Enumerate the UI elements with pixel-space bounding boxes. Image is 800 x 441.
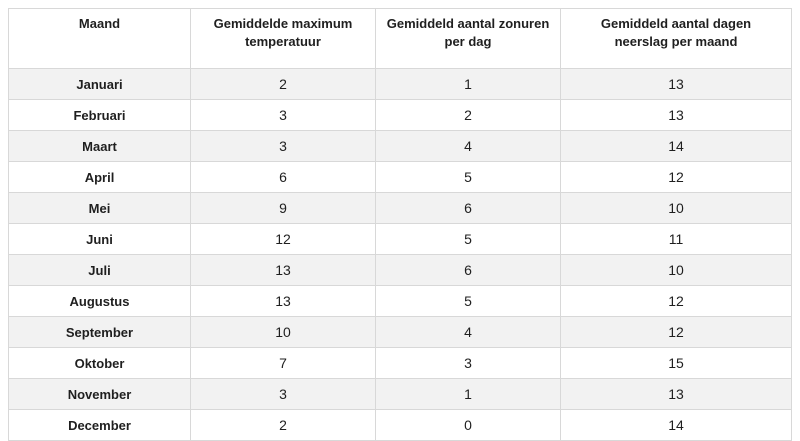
document-page: Maand Gemiddelde maximum temperatuur Gem… bbox=[8, 8, 792, 441]
temp-cell: 9 bbox=[190, 192, 376, 224]
rain-days-cell: 14 bbox=[560, 130, 792, 162]
table-row: Oktober 7 3 15 bbox=[8, 347, 792, 379]
temp-cell: 2 bbox=[190, 409, 376, 441]
rain-days-cell: 10 bbox=[560, 192, 792, 224]
rain-days-cell: 12 bbox=[560, 285, 792, 317]
temp-cell: 13 bbox=[190, 285, 376, 317]
month-cell: Januari bbox=[8, 68, 191, 100]
sun-hours-cell: 3 bbox=[375, 347, 561, 379]
month-cell: Maart bbox=[8, 130, 191, 162]
column-header-label: Gemiddeld aantal dagen neerslag per maan… bbox=[600, 16, 752, 50]
rain-days-cell: 13 bbox=[560, 68, 792, 100]
sun-hours-cell: 2 bbox=[375, 99, 561, 131]
month-cell: Juli bbox=[8, 254, 191, 286]
table-row: December 2 0 14 bbox=[8, 409, 792, 441]
rain-days-cell: 14 bbox=[560, 409, 792, 441]
column-header-neerslag: Gemiddeld aantal dagen neerslag per maan… bbox=[560, 8, 792, 69]
sun-hours-cell: 4 bbox=[375, 130, 561, 162]
rain-days-cell: 15 bbox=[560, 347, 792, 379]
sun-hours-cell: 6 bbox=[375, 254, 561, 286]
month-cell: April bbox=[8, 161, 191, 193]
table-body: Januari 2 1 13 Februari 3 2 13 Maart 3 4 14 April 6 5 1… bbox=[8, 68, 792, 441]
temp-cell: 12 bbox=[190, 223, 376, 255]
table-row: September 10 4 12 bbox=[8, 316, 792, 348]
sun-hours-cell: 5 bbox=[375, 285, 561, 317]
temp-cell: 3 bbox=[190, 99, 376, 131]
sun-hours-cell: 5 bbox=[375, 223, 561, 255]
temp-cell: 6 bbox=[190, 161, 376, 193]
temp-cell: 3 bbox=[190, 130, 376, 162]
rain-days-cell: 12 bbox=[560, 161, 792, 193]
table-row: November 3 1 13 bbox=[8, 378, 792, 410]
column-header-maand: Maand bbox=[8, 8, 191, 69]
column-header-zonuren: Gemiddeld aantal zonuren per dag bbox=[375, 8, 561, 69]
sun-hours-cell: 0 bbox=[375, 409, 561, 441]
table-row: Januari 2 1 13 bbox=[8, 68, 792, 100]
weather-table: Maand Gemiddelde maximum temperatuur Gem… bbox=[8, 8, 792, 441]
temp-cell: 3 bbox=[190, 378, 376, 410]
column-header-max-temperatuur: Gemiddelde maximum temperatuur bbox=[190, 8, 376, 69]
column-header-label: Gemiddeld aantal zonuren per dag bbox=[386, 16, 550, 50]
rain-days-cell: 13 bbox=[560, 99, 792, 131]
table-row: Februari 3 2 13 bbox=[8, 99, 792, 131]
temp-cell: 2 bbox=[190, 68, 376, 100]
rain-days-cell: 11 bbox=[560, 223, 792, 255]
table-row: Juli 13 6 10 bbox=[8, 254, 792, 286]
column-header-label: Gemiddelde maximum temperatuur bbox=[213, 16, 353, 50]
sun-hours-cell: 6 bbox=[375, 192, 561, 224]
month-cell: November bbox=[8, 378, 191, 410]
table-row: Mei 9 6 10 bbox=[8, 192, 792, 224]
temp-cell: 7 bbox=[190, 347, 376, 379]
table-row: April 6 5 12 bbox=[8, 161, 792, 193]
temp-cell: 13 bbox=[190, 254, 376, 286]
column-header-label: Maand bbox=[78, 16, 121, 31]
month-cell: Februari bbox=[8, 99, 191, 131]
month-cell: Juni bbox=[8, 223, 191, 255]
sun-hours-cell: 1 bbox=[375, 378, 561, 410]
table-header-row: Maand Gemiddelde maximum temperatuur Gem… bbox=[8, 8, 792, 69]
month-cell: December bbox=[8, 409, 191, 441]
table-row: Maart 3 4 14 bbox=[8, 130, 792, 162]
table-row: Augustus 13 5 12 bbox=[8, 285, 792, 317]
month-cell: Oktober bbox=[8, 347, 191, 379]
month-cell: Mei bbox=[8, 192, 191, 224]
month-cell: September bbox=[8, 316, 191, 348]
sun-hours-cell: 1 bbox=[375, 68, 561, 100]
temp-cell: 10 bbox=[190, 316, 376, 348]
table-row: Juni 12 5 11 bbox=[8, 223, 792, 255]
sun-hours-cell: 4 bbox=[375, 316, 561, 348]
rain-days-cell: 13 bbox=[560, 378, 792, 410]
month-cell: Augustus bbox=[8, 285, 191, 317]
rain-days-cell: 12 bbox=[560, 316, 792, 348]
rain-days-cell: 10 bbox=[560, 254, 792, 286]
sun-hours-cell: 5 bbox=[375, 161, 561, 193]
